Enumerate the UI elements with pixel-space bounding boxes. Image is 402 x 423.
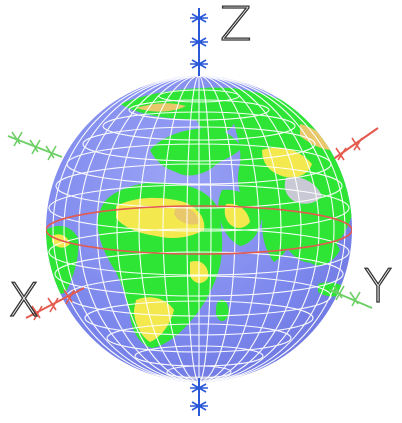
x-axis-ticks-front	[31, 289, 75, 321]
x-axis-ticks-back	[335, 137, 363, 161]
land-sahara-east	[174, 206, 199, 225]
land-asia-ice	[284, 176, 322, 204]
graticule	[48, 76, 350, 382]
land-southeast-asia	[304, 229, 340, 266]
land-africa-south	[134, 297, 174, 342]
globe	[46, 76, 352, 382]
land-arabia-desert	[224, 203, 250, 228]
land-madagascar	[216, 299, 229, 322]
land-india	[262, 208, 296, 262]
y-axis-line-front	[329, 289, 373, 309]
axes-front	[25, 285, 373, 416]
z-axis-label: Z	[220, 0, 252, 51]
x-axis-line-back	[331, 127, 379, 161]
equator-line	[46, 205, 352, 255]
x-axis-label: X	[8, 273, 40, 327]
y-axis-ticks-front	[333, 285, 361, 307]
y-axis-ticks-back	[11, 131, 57, 161]
y-axis-label: Y	[364, 259, 392, 313]
land-scandinavia	[196, 112, 235, 134]
land-arctic-highland	[136, 103, 186, 112]
z-axis-ticks-bottom	[190, 383, 208, 411]
